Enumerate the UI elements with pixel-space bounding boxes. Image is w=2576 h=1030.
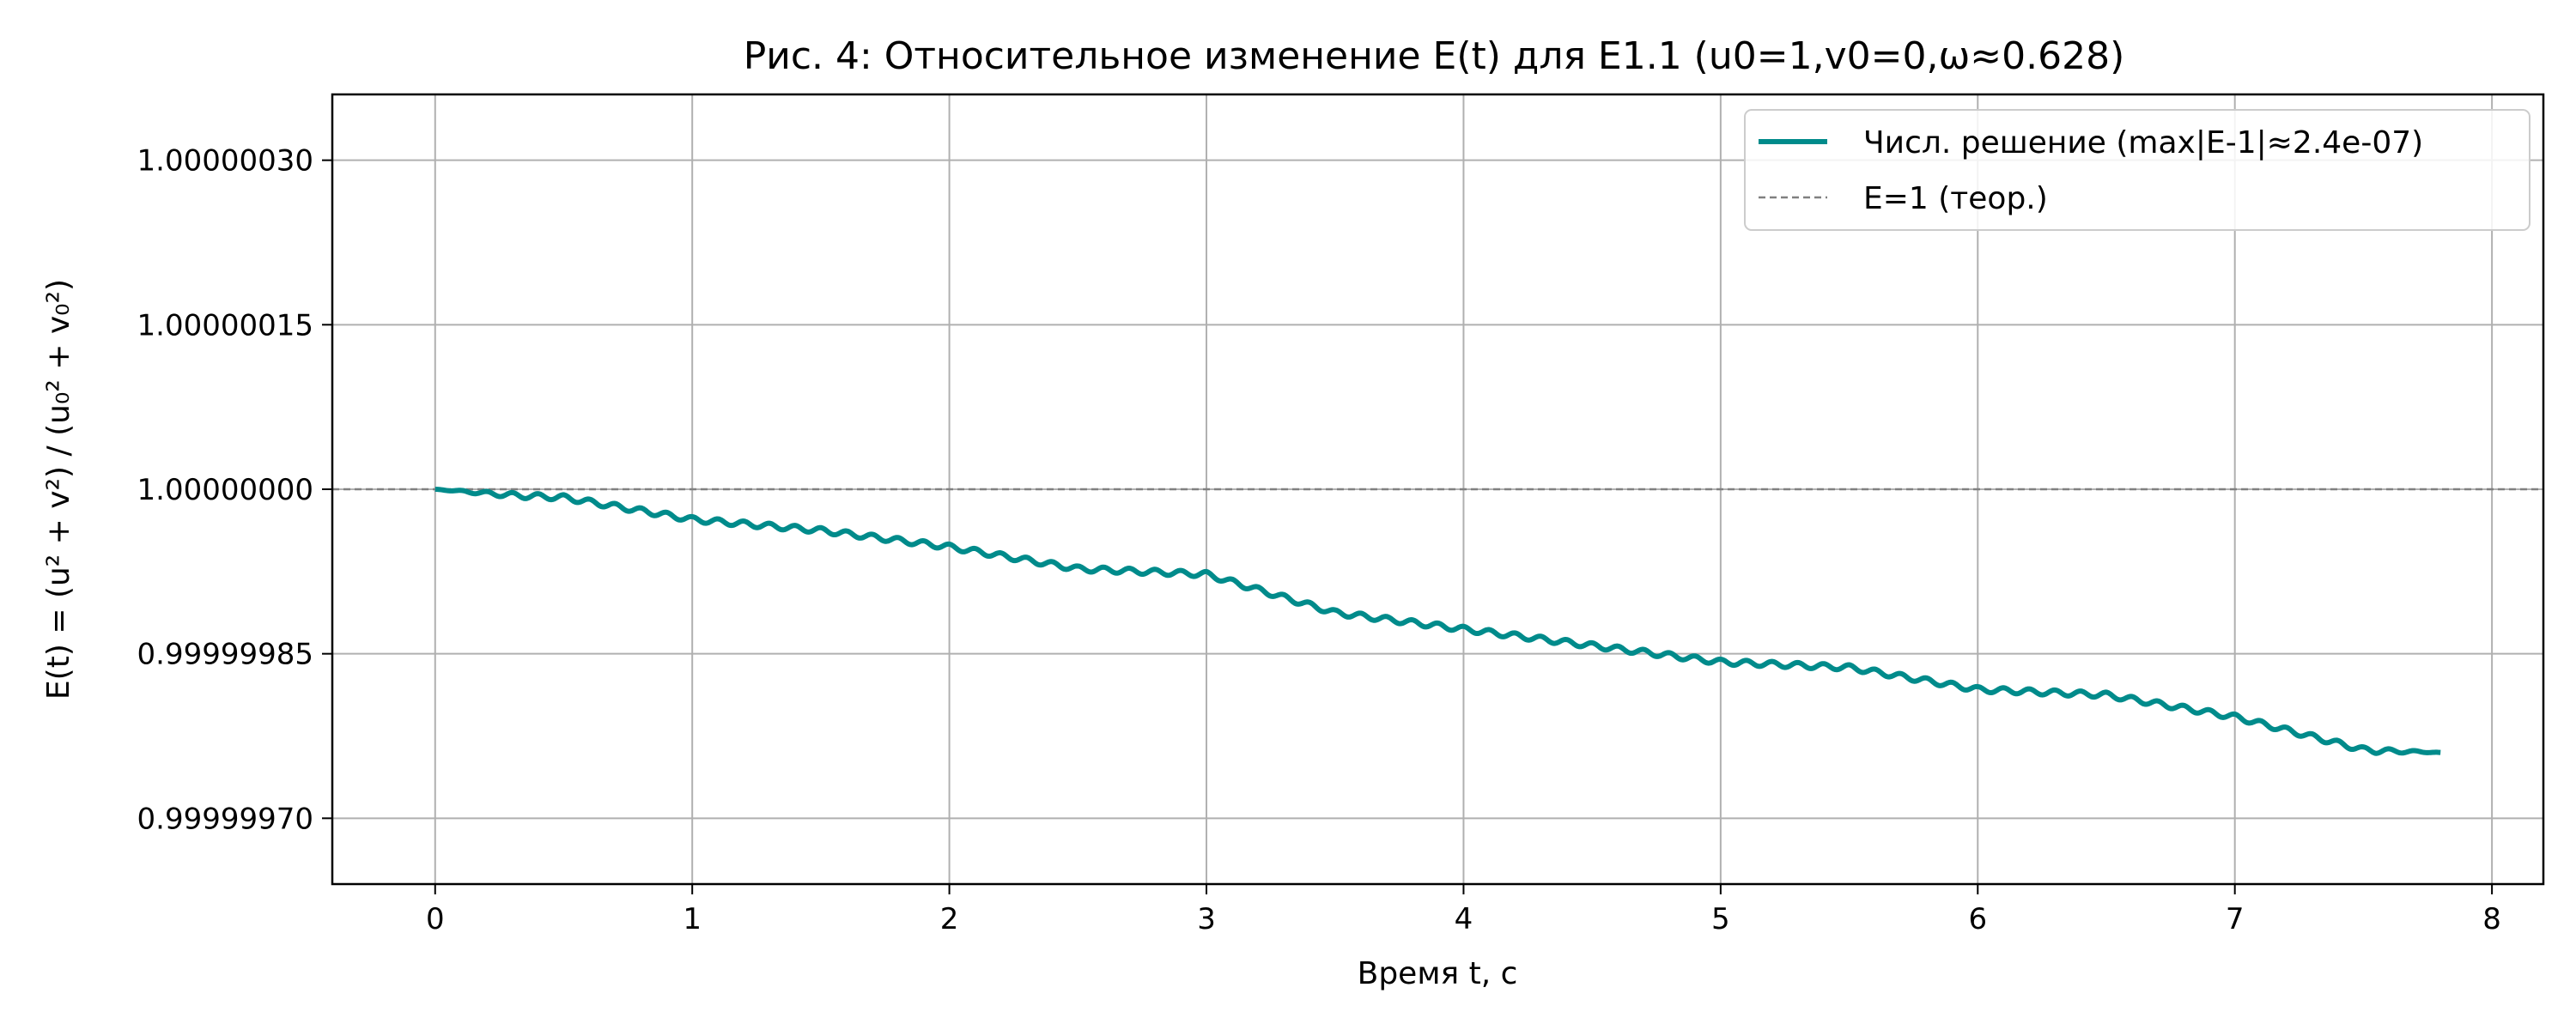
legend-box (1744, 109, 2530, 231)
legend-label-theory: E=1 (теор.) (1863, 181, 2048, 216)
x-tick-label: 1 (683, 902, 702, 936)
y-tick-label: 1.00000000 (137, 473, 314, 507)
ticks: 0 1 2 3 4 5 6 7 8 0.99999970 0.99999985 1.00000000 1… (137, 144, 2501, 936)
y-tick-label: 1.00000030 (137, 144, 314, 179)
y-axis-label: E(t) = (u² + v²) / (u₀² + v₀²) (41, 279, 76, 700)
x-axis-label: Время t, c (1358, 956, 1518, 991)
x-tick-label: 4 (1455, 902, 1473, 936)
x-tick-label: 7 (2226, 902, 2245, 936)
y-tick-label: 1.00000015 (137, 308, 314, 342)
x-tick-label: 2 (940, 902, 959, 936)
legend: Числ. решение (max|E-1|≈2.4e-07) E=1 (те… (1744, 109, 2530, 231)
legend-label-numerical: Числ. решение (max|E-1|≈2.4e-07) (1863, 125, 2423, 161)
series-line-numerical (434, 487, 2442, 756)
x-tick-label: 8 (2482, 902, 2501, 936)
chart-title: Рис. 4: Относительное изменение E(t) для… (744, 34, 2125, 78)
series-layer (332, 487, 2543, 756)
y-tick-label: 0.99999985 (137, 638, 314, 672)
x-tick-label: 6 (1968, 902, 1987, 936)
x-tick-label: 5 (1711, 902, 1730, 936)
y-tick-label: 0.99999970 (137, 802, 314, 836)
x-tick-label: 0 (426, 902, 445, 936)
x-tick-label: 3 (1197, 902, 1216, 936)
